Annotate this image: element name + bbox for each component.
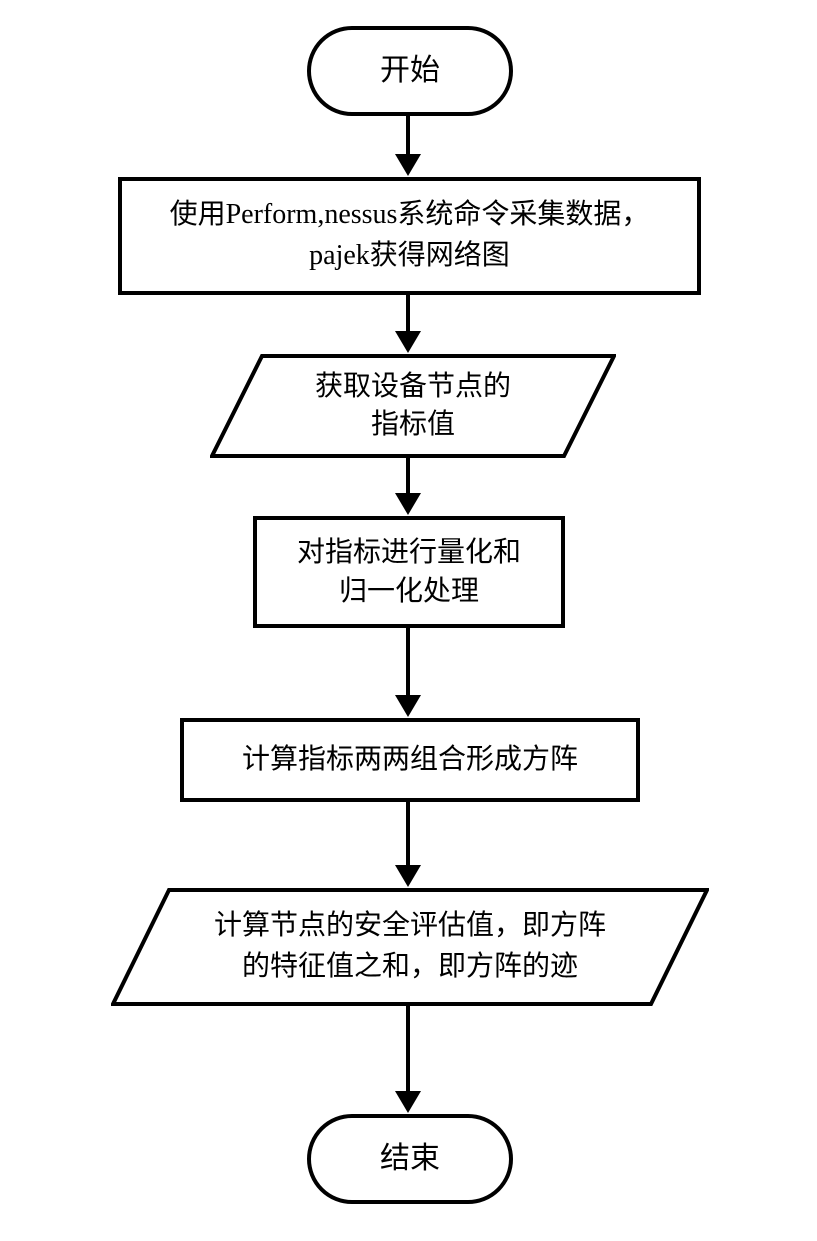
node-collect: 使用Perform,nessus系统命令采集数据，pajek获得网络图 — [118, 177, 701, 295]
node-assess: 计算节点的安全评估值，即方阵的特征值之和，即方阵的迹 — [111, 888, 709, 1006]
node-normalize-line-0: 对指标进行量化和 — [297, 533, 521, 572]
node-end: 结束 — [307, 1114, 513, 1204]
node-get_metrics: 获取设备节点的指标值 — [210, 354, 616, 458]
node-matrix-label: 计算指标两两组合形成方阵 — [242, 743, 578, 777]
node-assess-line-1: 的特征值之和，即方阵的迹 — [214, 947, 606, 988]
arrow-start-to-collect — [393, 115, 423, 178]
node-collect-line-1: pajek获得网络图 — [170, 236, 650, 277]
node-normalize: 对指标进行量化和归一化处理 — [253, 516, 565, 628]
arrow-collect-to-get_metrics — [393, 294, 423, 355]
arrow-matrix-to-assess — [393, 801, 423, 889]
node-matrix: 计算指标两两组合形成方阵 — [180, 718, 640, 802]
node-normalize-line-1: 归一化处理 — [297, 572, 521, 611]
node-collect-line-0: 使用Perform,nessus系统命令采集数据， — [170, 195, 650, 236]
arrow-normalize-to-matrix — [393, 627, 423, 719]
node-start: 开始 — [307, 26, 513, 116]
flowchart-container: 开始使用Perform,nessus系统命令采集数据，pajek获得网络图获取设… — [0, 0, 817, 1241]
node-start-label: 开始 — [380, 53, 440, 89]
arrow-assess-to-end — [393, 1005, 423, 1115]
node-assess-line-0: 计算节点的安全评估值，即方阵 — [214, 906, 606, 947]
node-end-label: 结束 — [380, 1141, 440, 1177]
node-get_metrics-line-0: 获取设备节点的 — [315, 368, 511, 406]
arrow-get_metrics-to-normalize — [393, 457, 423, 517]
node-get_metrics-line-1: 指标值 — [315, 406, 511, 444]
